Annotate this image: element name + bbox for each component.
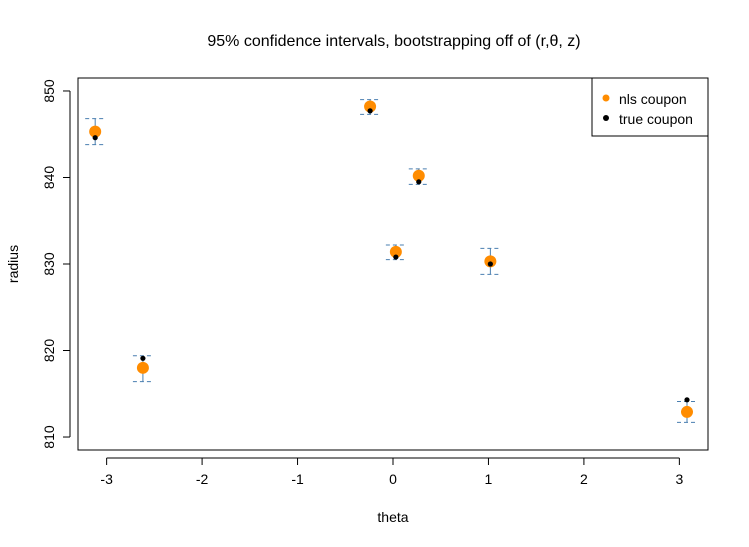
nls-coupon-point [364,100,377,113]
y-tick-label: 830 [41,252,57,276]
legend-true-marker [603,115,609,121]
confidence-intervals [85,99,697,423]
legend-nls-label: nls coupon [619,91,687,107]
x-tick-label: 3 [675,471,683,487]
y-axis: 810 820 830 840 850 [41,79,71,449]
x-tick-label: -3 [100,471,113,487]
x-axis-label: theta [377,509,408,525]
x-tick-label: 2 [580,471,588,487]
y-tick-label: 820 [41,339,57,363]
y-tick-label: 840 [41,166,57,190]
x-tick-label: 1 [485,471,493,487]
x-tick-label: -1 [291,471,304,487]
nls-coupon-point [681,405,693,418]
nls-coupon-point [412,169,425,182]
true-coupon-point [684,397,690,403]
true-coupon-point [487,261,493,267]
x-axis: -3 -2 -1 0 1 2 3 [100,457,683,487]
x-tick-label: 0 [389,471,397,487]
true-coupon-point [140,355,146,361]
nls-coupon-points [89,100,693,418]
true-coupon-point [416,179,422,185]
legend: nls coupon true coupon [591,77,709,137]
legend-box [591,77,709,137]
legend-true-label: true coupon [619,111,693,127]
legend-nls-marker [602,94,610,102]
x-tick-label: -2 [196,471,209,487]
y-tick-label: 810 [41,425,57,449]
true-coupon-point [92,135,98,141]
y-tick-label: 850 [41,79,57,103]
nls-coupon-point [89,125,102,138]
nls-coupon-point [389,245,402,258]
nls-coupon-point [136,361,149,374]
plot-frame [77,77,709,451]
true-coupon-point [393,254,399,260]
true-coupon-points [92,108,690,403]
y-axis-label: radius [5,245,21,283]
true-coupon-point [367,108,373,114]
chart-title: 95% confidence intervals, bootstrapping … [207,33,580,50]
